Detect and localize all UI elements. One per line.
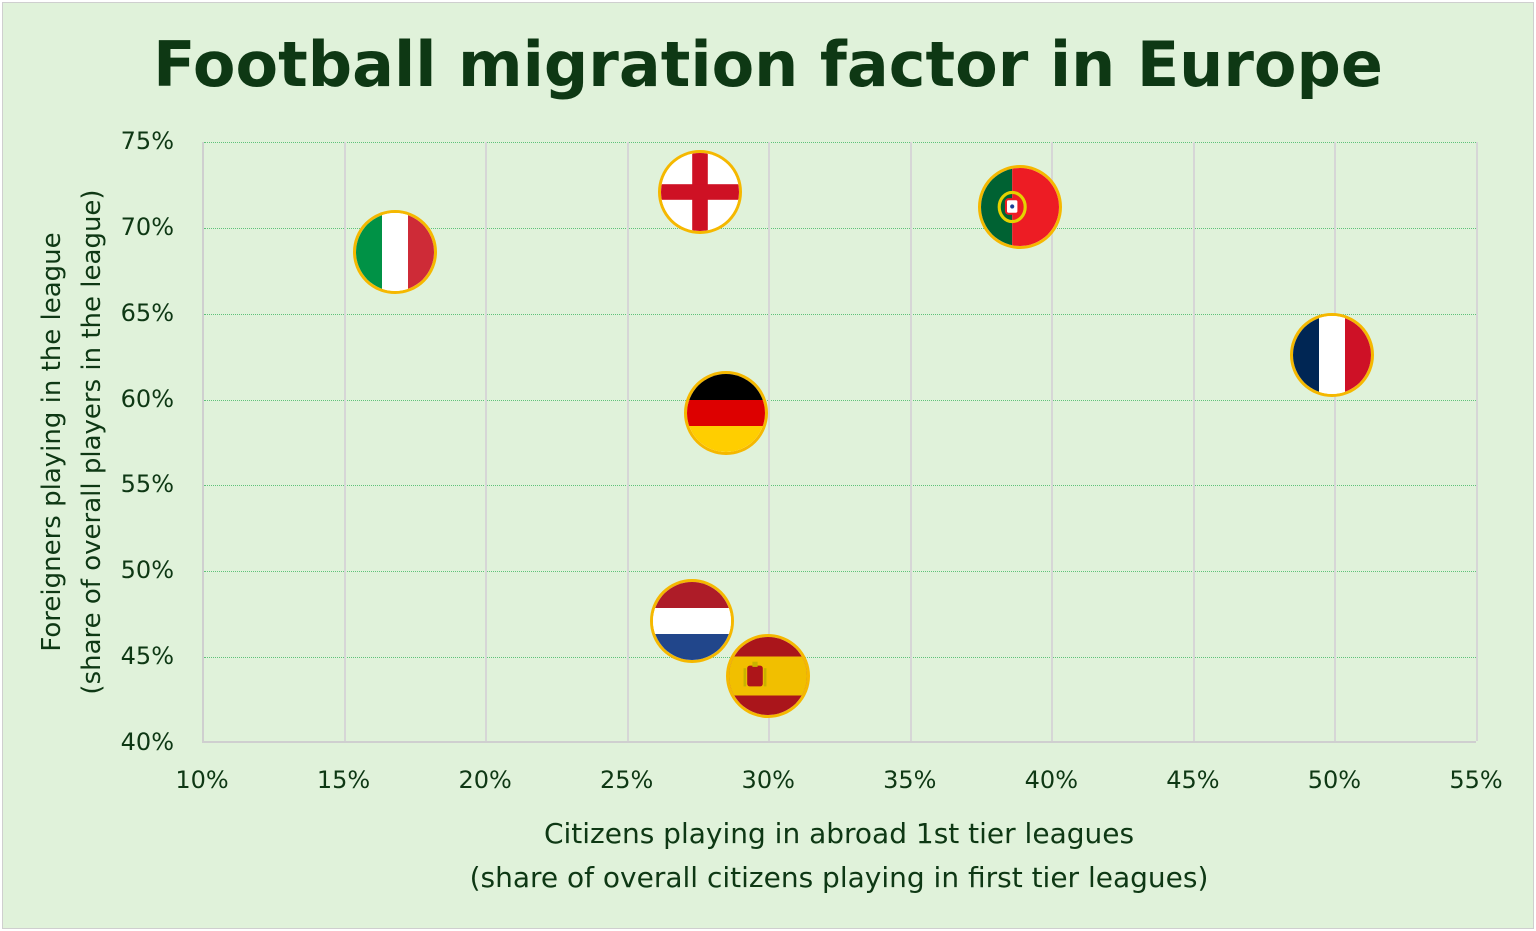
y-tick-label: 75% <box>120 127 174 155</box>
x-tick-label: 20% <box>458 766 512 794</box>
x-tick-label: 25% <box>599 766 654 794</box>
y-axis-label: Foreigners playing in the league (share … <box>32 142 112 742</box>
y-axis-label-line2: (share of overall players in the league) <box>77 189 107 695</box>
x-tick-label: 10% <box>175 766 229 794</box>
x-tick-label: 45% <box>1166 766 1220 794</box>
y-tick-label: 40% <box>120 728 174 756</box>
x-tick-label: 15% <box>316 766 371 794</box>
x-axis-label: Citizens playing in abroad 1st tier leag… <box>202 812 1476 900</box>
x-tick-label: 50% <box>1307 766 1362 794</box>
y-tick-label: 45% <box>120 642 174 671</box>
h-gridline <box>204 571 1476 573</box>
x-axis-label-line1: Citizens playing in abroad 1st tier leag… <box>543 817 1135 850</box>
england-flag-icon <box>658 149 743 234</box>
v-gridline <box>1051 142 1054 741</box>
y-tick-label: 55% <box>120 470 174 499</box>
y-tick-label: 65% <box>120 298 174 327</box>
h-gridline <box>204 313 1476 315</box>
plot-area <box>202 142 1478 743</box>
v-gridline <box>343 142 346 741</box>
x-tick-label: 35% <box>883 766 937 794</box>
y-tick-label: 70% <box>120 212 174 241</box>
y-axis-label-line1: Foreigners playing in the league <box>37 232 67 652</box>
v-gridline <box>626 142 629 741</box>
spain-flag-icon <box>726 634 811 719</box>
v-gridline <box>1192 142 1195 741</box>
portugal-flag-icon <box>978 165 1063 250</box>
y-tick-label: 50% <box>120 556 174 585</box>
v-gridline <box>768 142 771 741</box>
h-gridline <box>204 227 1476 229</box>
v-gridline <box>909 142 912 741</box>
v-gridline <box>1334 142 1337 741</box>
h-gridline <box>204 399 1476 401</box>
v-gridline <box>485 142 488 741</box>
germany-flag-icon <box>683 371 768 456</box>
france-flag-icon <box>1289 312 1374 397</box>
h-gridline <box>204 142 1476 143</box>
h-gridline <box>204 657 1476 659</box>
x-tick-label: 40% <box>1024 766 1078 794</box>
italy-flag-icon <box>352 209 437 294</box>
h-gridline <box>204 485 1476 487</box>
x-tick-label: 55% <box>1449 766 1503 794</box>
y-tick-label: 60% <box>120 384 174 413</box>
netherlands-flag-icon <box>649 579 734 664</box>
x-axis-label-line2: (share of overall citizens playing in fi… <box>469 861 1209 894</box>
x-tick-label: 30% <box>741 766 795 794</box>
v-gridline <box>1476 142 1478 741</box>
chart-title: Football migration factor in Europe <box>153 28 1383 101</box>
